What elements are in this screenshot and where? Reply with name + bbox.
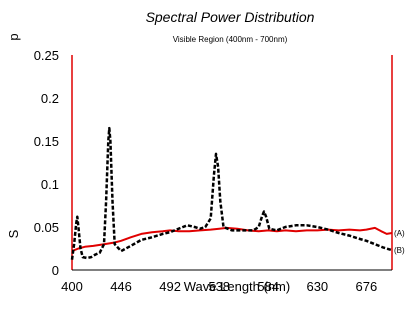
y-tick-label: 0.05 <box>34 220 59 235</box>
x-axis-label: Wave Length (nm) <box>184 279 290 294</box>
y-tick-label: 0.1 <box>41 177 59 192</box>
x-tick-label: 446 <box>110 279 132 294</box>
y-axis-ticks: 0 0.05 0.1 0.15 0.2 0.25 <box>34 48 59 278</box>
chart-title: Spectral Power Distribution <box>146 9 315 25</box>
x-axis-ticks: 400 446 492 538 584 630 676 <box>61 279 377 294</box>
x-tick-label: 676 <box>356 279 378 294</box>
x-tick-label: 492 <box>159 279 181 294</box>
y-tick-label: 0.15 <box>34 134 59 149</box>
x-tick-label: 538 <box>208 279 230 294</box>
x-tick-label: 630 <box>306 279 328 294</box>
x-tick-label: 400 <box>61 279 83 294</box>
series-line-a <box>71 226 393 253</box>
y-tick-label: 0.2 <box>41 91 59 106</box>
plot-frame <box>71 55 393 271</box>
y-tick-label: 0 <box>52 263 59 278</box>
chart-subtitle: Visible Region (400nm - 700nm) <box>173 35 288 44</box>
x-tick-label: 584 <box>257 279 279 294</box>
series-line-b <box>70 126 393 260</box>
series-label-b: (B) <box>394 246 405 255</box>
series-label-a: (A) <box>394 229 405 238</box>
y-axis-label: S <box>6 229 21 238</box>
series-layer: (A) (B) <box>70 126 405 260</box>
y-tick-label: 0.25 <box>34 48 59 63</box>
y-axis-label-top: p <box>6 33 21 40</box>
